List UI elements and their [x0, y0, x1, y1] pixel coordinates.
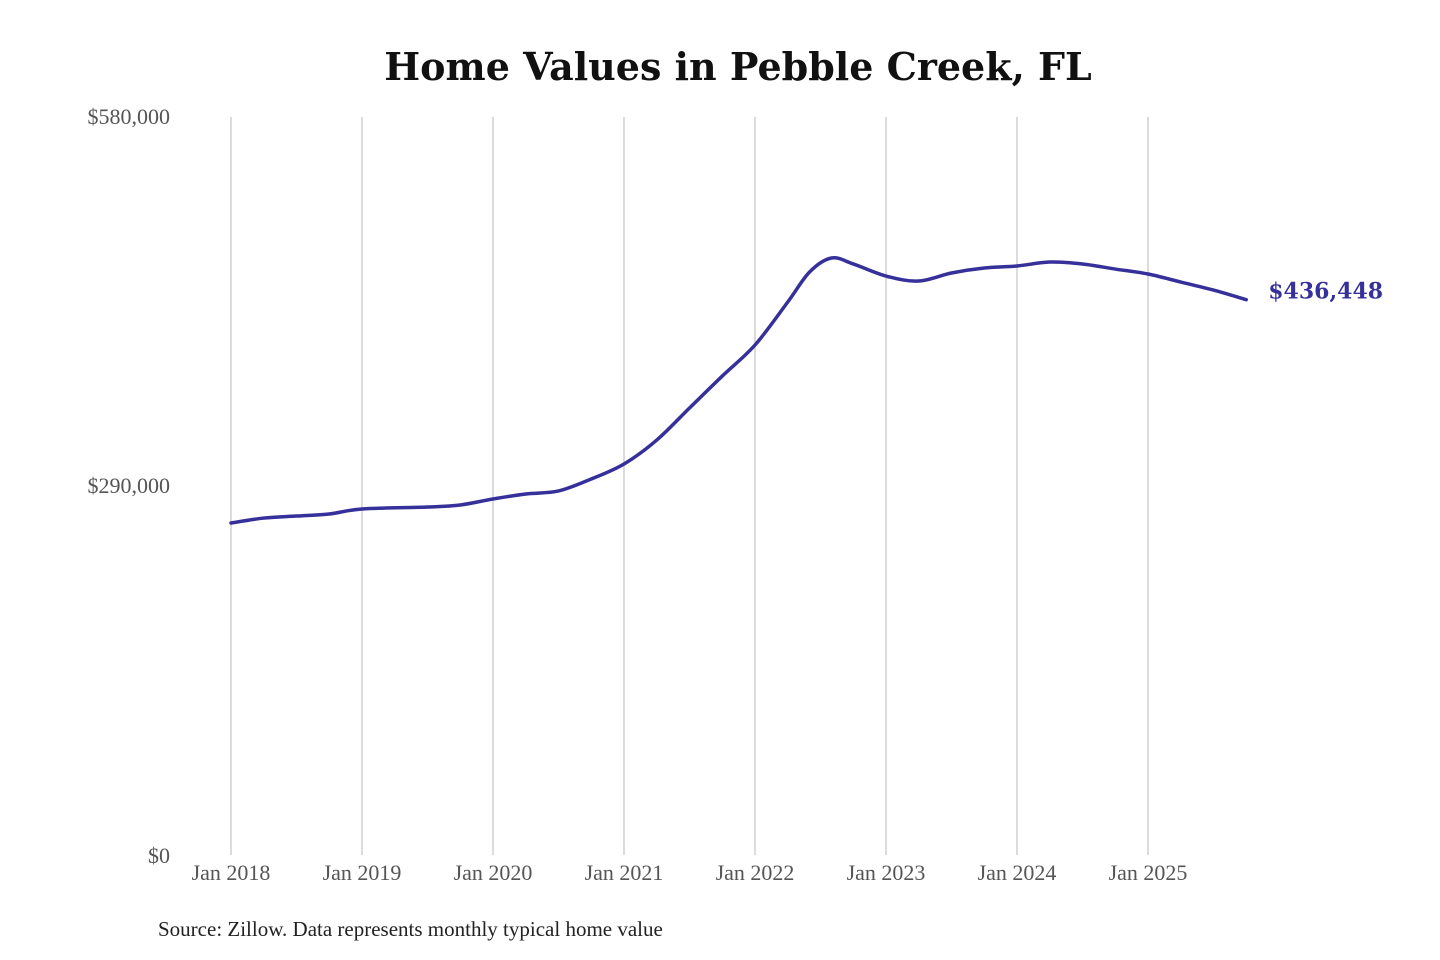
- x-tick-label: Jan 2023: [847, 860, 926, 885]
- x-tick-label: Jan 2018: [192, 860, 271, 885]
- y-tick-label: $580,000: [88, 104, 171, 129]
- x-tick-label: Jan 2019: [323, 860, 402, 885]
- chart-title: Home Values in Pebble Creek, FL: [384, 44, 1092, 89]
- home-value-line: [229, 255, 1248, 525]
- x-tick-label: Jan 2021: [585, 860, 664, 885]
- x-tick-label: Jan 2022: [716, 860, 795, 885]
- y-tick-label: $290,000: [88, 473, 171, 498]
- end-value-label: $436,448: [1268, 279, 1383, 305]
- y-tick-label: $0: [148, 843, 170, 868]
- source-note: Source: Zillow. Data represents monthly …: [158, 917, 663, 941]
- x-tick-label: Jan 2024: [978, 860, 1057, 885]
- x-tick-label: Jan 2025: [1109, 860, 1188, 885]
- x-tick-label: Jan 2020: [454, 860, 533, 885]
